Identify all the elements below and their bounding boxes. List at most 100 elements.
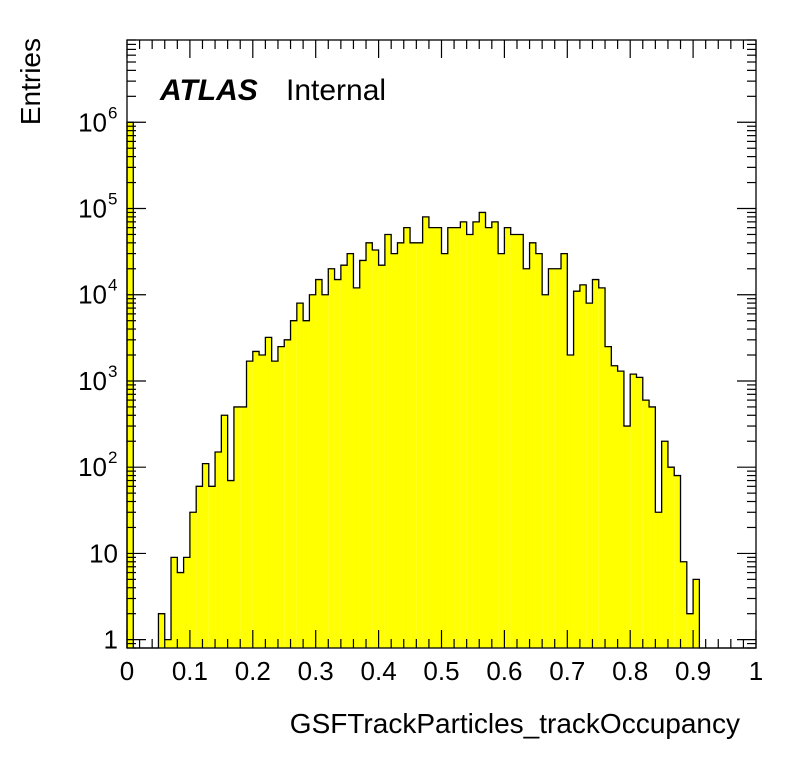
histogram-bar <box>391 253 398 648</box>
y-tick-label: 10 <box>89 538 118 568</box>
y-tick-label: 1 <box>104 625 118 655</box>
histogram-bar <box>284 339 291 648</box>
histogram-bar <box>378 265 385 648</box>
histogram-bar <box>183 557 190 648</box>
x-tick-label: 0 <box>120 656 134 686</box>
histogram-bar <box>347 253 354 648</box>
histogram-bar <box>529 242 536 649</box>
histogram-bar <box>416 242 423 649</box>
histogram-bar <box>372 250 379 648</box>
histogram-bar <box>265 337 272 648</box>
histogram-bar <box>579 284 587 648</box>
histogram-bar <box>384 234 392 649</box>
histogram-bar <box>221 415 228 648</box>
histogram-bar <box>353 287 360 648</box>
histogram-bar <box>359 260 367 648</box>
x-tick-labels: 0 0.1 0.2 0.3 0.4 0.5 0.6 0.7 0.8 0.9 1 <box>120 656 763 686</box>
histogram-bar <box>164 639 172 648</box>
x-tick-label: 0.5 <box>423 656 459 686</box>
x-tick-label: 0.8 <box>612 656 648 686</box>
histogram-bar <box>479 212 486 648</box>
internal-label: Internal <box>286 74 386 107</box>
histogram-bar <box>567 355 574 648</box>
histogram-bar <box>460 221 467 648</box>
histogram-bar <box>649 406 656 648</box>
histogram-bar <box>554 268 562 648</box>
histogram-bar <box>215 452 222 648</box>
y-tick-exponent: 4 <box>108 276 117 295</box>
histogram-bar <box>296 303 304 648</box>
histogram-bar <box>177 572 184 648</box>
histogram-bar <box>561 253 568 648</box>
x-tick-label: 0.7 <box>549 656 585 686</box>
histogram-bar <box>630 374 637 648</box>
x-axis-title: GSFTrackParticles_trackOccupancy <box>290 708 740 739</box>
histogram-bar <box>328 268 335 648</box>
y-tick-label: 10 <box>78 194 107 224</box>
histogram-bar <box>548 268 555 648</box>
x-tick-label: 0.3 <box>298 656 334 686</box>
histogram-bar <box>605 346 612 648</box>
histogram-bar <box>441 253 448 648</box>
y-axis-title: Entries <box>15 38 46 125</box>
histogram-bar <box>158 613 165 648</box>
histogram-bar <box>334 279 341 648</box>
histogram-bar <box>661 441 668 648</box>
histogram-bar <box>321 294 329 648</box>
histogram-bar <box>454 227 461 648</box>
histogram-bar <box>472 221 480 648</box>
histogram-bar <box>196 486 203 648</box>
x-tick-label: 1 <box>749 656 763 686</box>
histogram-bar <box>693 579 700 648</box>
histogram-bar <box>447 227 455 648</box>
x-tick-label: 0.6 <box>486 656 522 686</box>
x-tick-label: 0.1 <box>172 656 208 686</box>
y-tick-exponent: 2 <box>108 448 117 467</box>
histogram-bar <box>309 294 316 648</box>
histogram-bar <box>504 227 511 648</box>
histogram-bar <box>240 406 247 648</box>
histogram-bar <box>340 265 348 648</box>
histogram-bar <box>510 234 517 649</box>
histogram-bar <box>485 227 492 648</box>
histogram-bar <box>202 463 209 648</box>
histogram-bar <box>655 512 662 648</box>
histogram-bar <box>171 557 178 648</box>
histogram-bar <box>366 242 373 649</box>
y-tick-label: 10 <box>78 366 107 396</box>
histogram-bar <box>189 512 197 648</box>
y-tick-label: 10 <box>78 280 107 310</box>
histogram-bar <box>642 400 650 648</box>
histogram-bar <box>259 355 266 648</box>
histogram-bar <box>617 371 624 648</box>
histogram-bar <box>573 291 580 648</box>
histogram-bar <box>516 234 524 649</box>
x-tick-label: 0.4 <box>361 656 397 686</box>
histogram-bar <box>233 406 241 648</box>
histogram-bar <box>686 613 694 648</box>
axis-ticks <box>126 39 757 649</box>
atlas-label: ATLAS <box>159 74 258 107</box>
y-tick-label: 10 <box>78 452 107 482</box>
histogram-bar <box>315 279 322 648</box>
histogram-bar <box>435 227 442 648</box>
histogram-bar <box>598 287 606 648</box>
histogram-bar <box>466 234 473 649</box>
histogram-bar <box>491 221 499 648</box>
histogram-bars <box>126 121 756 649</box>
histogram-bar <box>208 486 216 648</box>
histogram-bar <box>252 351 260 648</box>
y-tick-label: 10 <box>78 107 107 137</box>
histogram-bar <box>636 377 643 648</box>
y-tick-exponent: 3 <box>108 362 117 381</box>
histogram-bar <box>227 480 234 648</box>
histogram-bar <box>290 320 297 648</box>
x-tick-label: 0.9 <box>675 656 711 686</box>
histogram-outline <box>126 121 756 649</box>
histogram-bar <box>403 227 411 648</box>
histogram-bar <box>667 467 675 648</box>
histogram-bar <box>397 242 404 649</box>
histogram-bar <box>623 426 631 648</box>
